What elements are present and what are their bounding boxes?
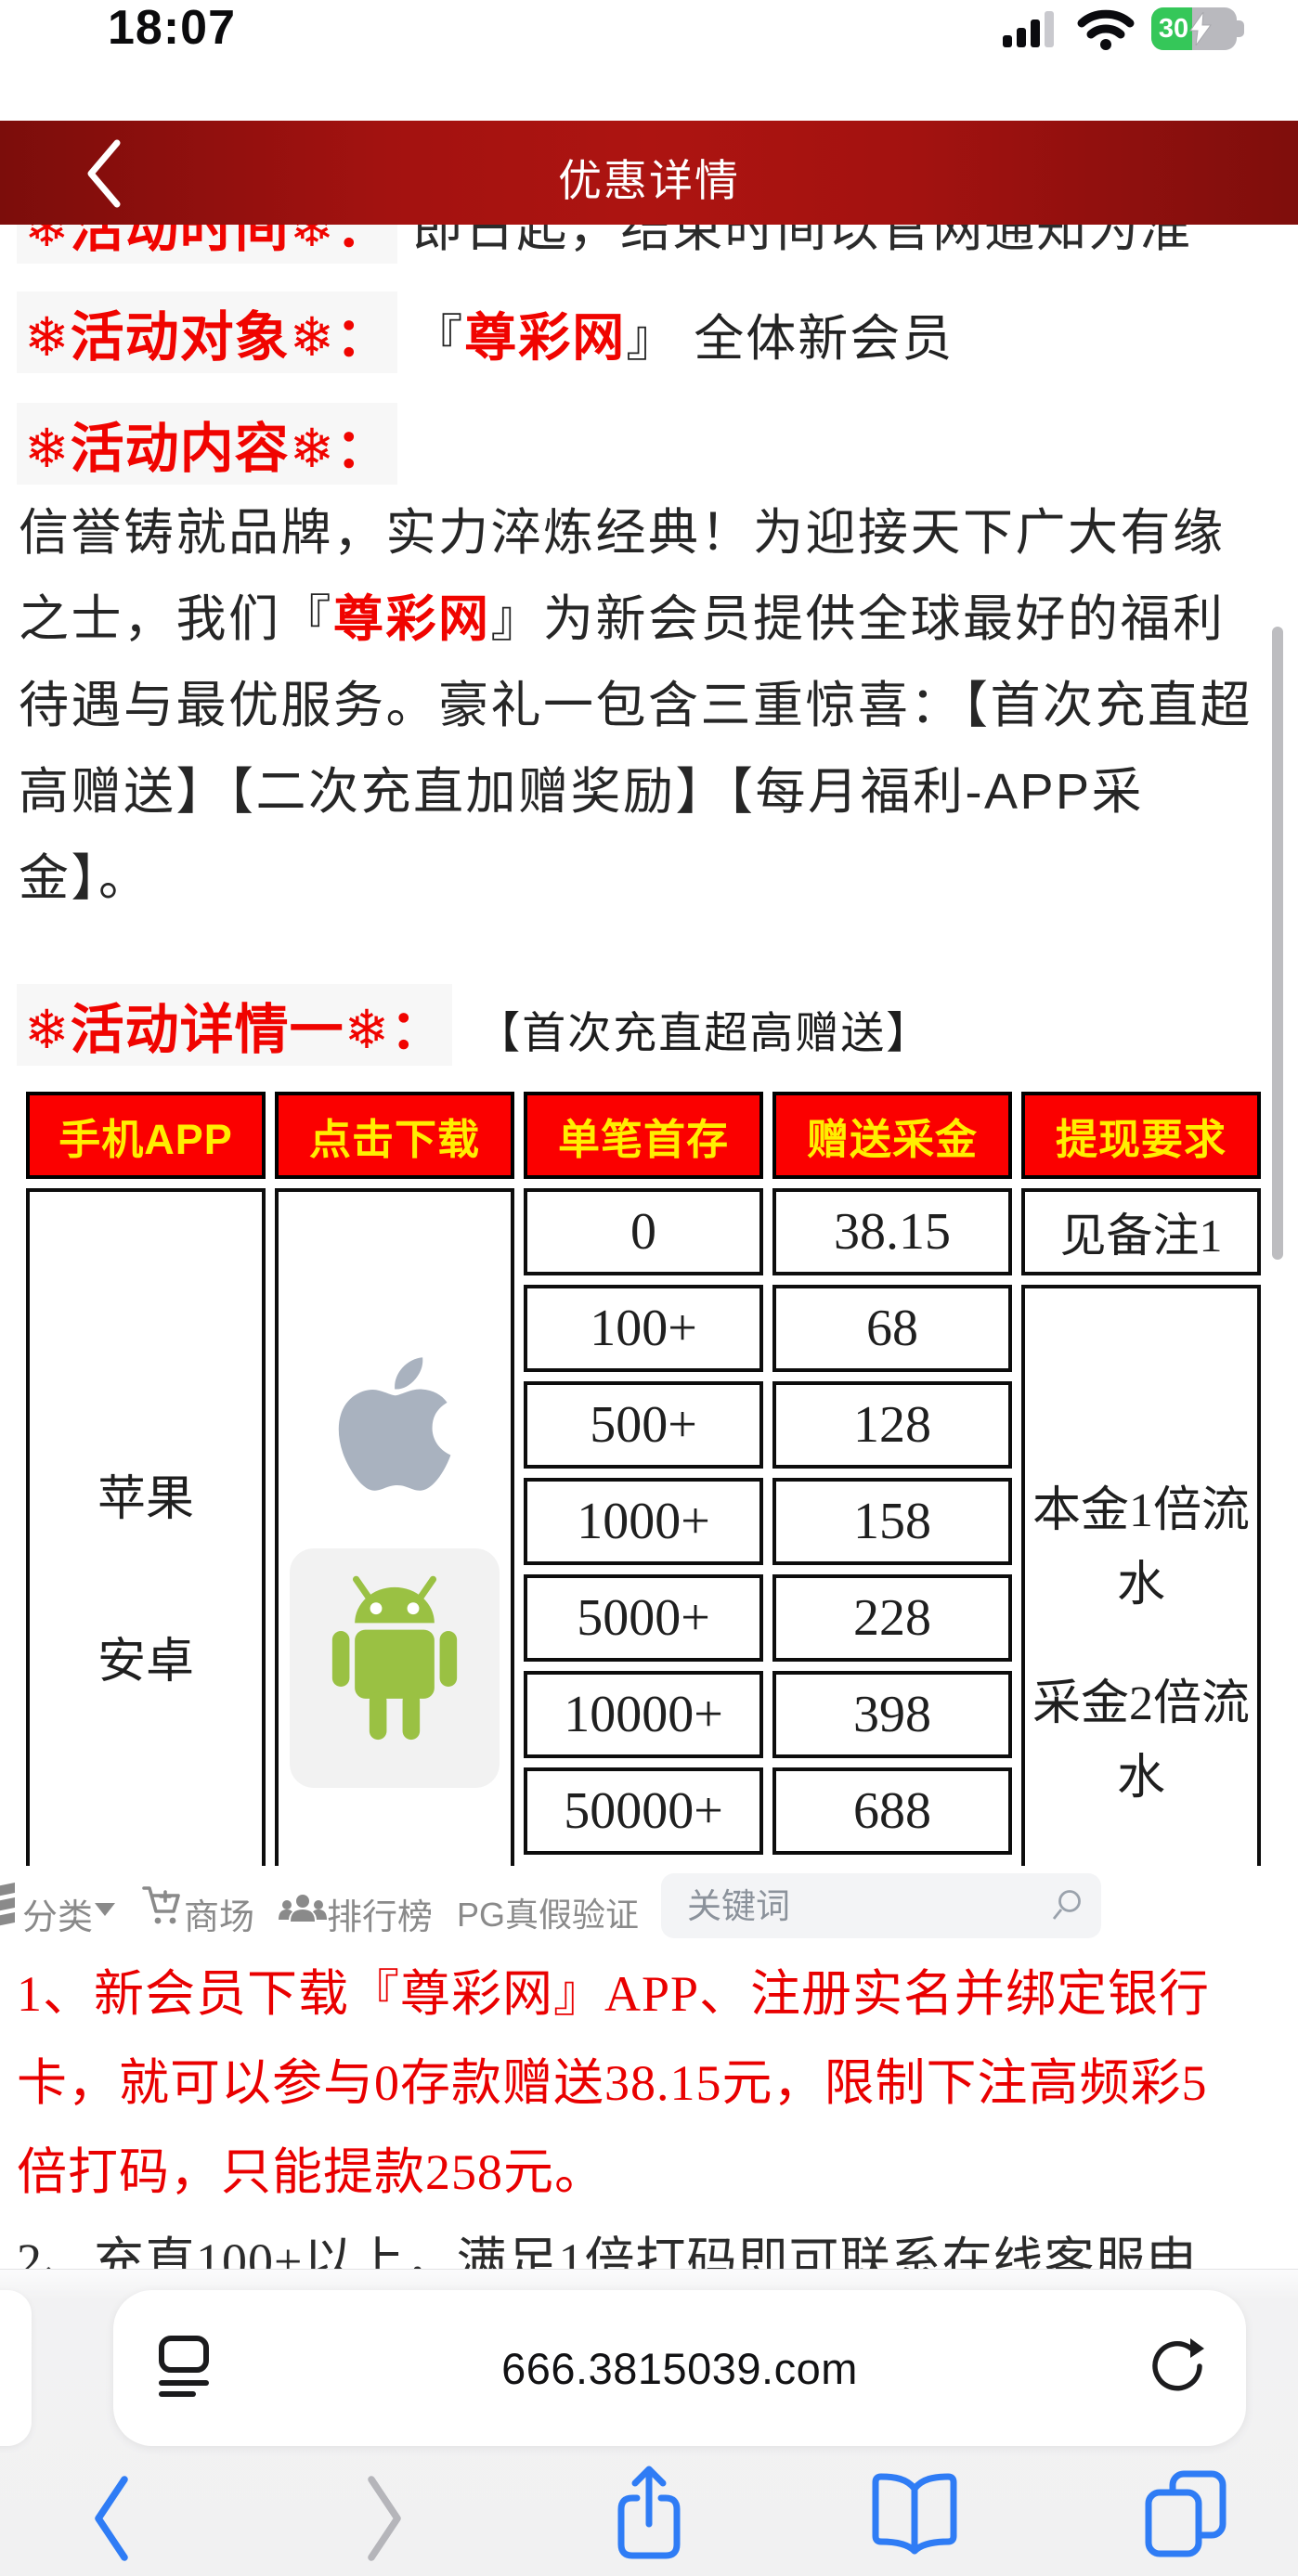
note-ref-cell: 见备注1 xyxy=(1021,1188,1261,1275)
download-cell xyxy=(275,1188,514,1866)
clock: 18:07 xyxy=(108,1,236,55)
bracket-open: 『 xyxy=(412,311,465,367)
deposit-value: 50000+ xyxy=(524,1767,763,1855)
deposit-value: 0 xyxy=(524,1188,763,1275)
activity-paragraph: 信誉铸就品牌，实力淬炼经典！为迎接天下广大有缘之士，我们『尊彩网』为新会员提供全… xyxy=(19,490,1253,922)
bonus-value: 228 xyxy=(772,1574,1012,1662)
target-text: 』 全体新会员 xyxy=(626,311,954,367)
activity-target-label: ❄活动对象❄： xyxy=(17,291,398,373)
req-bonus: 采金2倍流水 xyxy=(1032,1677,1250,1805)
url-text: 666.3815039.com xyxy=(501,2343,858,2393)
nav-ranking[interactable]: 排行榜 xyxy=(327,1898,434,1937)
share-icon[interactable] xyxy=(606,2461,692,2565)
col-header-bonus: 赠送采金 xyxy=(772,1092,1012,1179)
browser-chrome: 666.3815039.com xyxy=(0,2269,1298,2576)
browser-forward-button[interactable] xyxy=(360,2472,409,2565)
deposit-value: 5000+ xyxy=(524,1574,763,1662)
note-1: 1、新会员下载『尊彩网』APP、注册实名并绑定银行卡，就可以参与0存款赠送38.… xyxy=(17,1966,1211,2200)
reader-icon[interactable] xyxy=(158,2335,210,2400)
android-tile[interactable] xyxy=(290,1548,500,1788)
site-nav-bar: 分类 商场 排行榜 PG真假验证 xyxy=(0,1866,1298,1948)
nav-pg-verify[interactable]: PG真假验证 xyxy=(457,1896,640,1934)
reload-icon[interactable] xyxy=(1149,2337,1207,2398)
charging-bolt-icon xyxy=(1189,12,1212,45)
status-icons: 30 xyxy=(1003,7,1244,50)
platform-cell: 苹果 安卓 xyxy=(26,1188,266,1866)
paragraph-part1: 信誉铸就品牌，实力淬炼经典！为迎接天下广大有缘之士，我们『 xyxy=(19,505,1226,647)
brand-name: 尊彩网 xyxy=(464,308,627,367)
deposit-value: 1000+ xyxy=(524,1478,763,1565)
platform-android-label: 安卓 xyxy=(97,1636,194,1689)
battery-icon: 30 xyxy=(1151,7,1244,50)
deposit-value: 100+ xyxy=(524,1285,763,1372)
bonus-value: 38.15 xyxy=(772,1188,1012,1275)
col-header-download: 点击下载 xyxy=(275,1092,514,1179)
bonus-value: 128 xyxy=(772,1381,1012,1469)
adjacent-tab[interactable] xyxy=(0,2290,32,2446)
bonus-value: 398 xyxy=(772,1671,1012,1758)
page-scrollbar[interactable] xyxy=(1272,627,1283,1260)
nav-mall[interactable]: 商场 xyxy=(184,1898,255,1937)
bonus-value: 68 xyxy=(772,1285,1012,1372)
cart-icon xyxy=(142,1886,180,1924)
platform-ios-label: 苹果 xyxy=(97,1473,194,1526)
activity-detail-label: ❄活动详情一❄： xyxy=(17,984,453,1066)
promo-notes: 1、新会员下载『尊彩网』APP、注册实名并绑定银行卡，就可以参与0存款赠送38.… xyxy=(17,1949,1252,2306)
signal-icon xyxy=(1003,11,1054,47)
address-bar[interactable]: 666.3815039.com xyxy=(113,2290,1246,2446)
app-header: 优惠详情 xyxy=(0,121,1298,225)
battery-fill xyxy=(1151,7,1192,50)
bookmarks-icon[interactable] xyxy=(866,2470,963,2557)
search-input[interactable] xyxy=(685,1873,1023,1940)
col-header-app: 手机APP xyxy=(26,1092,266,1179)
android-icon xyxy=(331,1575,458,1741)
nav-category[interactable]: 分类 xyxy=(22,1898,94,1937)
brand-name: 尊彩网 xyxy=(333,591,491,647)
activity-content-line: ❄活动内容❄： xyxy=(17,403,398,485)
bonus-table: 手机APP 点击下载 单笔首存 赠送采金 提现要求 苹果 安卓 xyxy=(26,1092,1261,1866)
page-title: 优惠详情 xyxy=(558,156,740,205)
battery-percent: 30 xyxy=(1158,14,1189,44)
deposit-value: 10000+ xyxy=(524,1671,763,1758)
deposit-value: 500+ xyxy=(524,1381,763,1469)
bonus-value: 158 xyxy=(772,1478,1012,1565)
withdraw-req-cell: 本金1倍流水 采金2倍流水 xyxy=(1021,1285,1261,1866)
status-bar: 18:07 30 xyxy=(0,0,1298,121)
bonus-value: 688 xyxy=(772,1767,1012,1855)
col-header-deposit: 单笔首存 xyxy=(524,1092,763,1179)
chevron-down-icon xyxy=(95,1903,115,1916)
category-icon xyxy=(0,1883,15,1926)
apple-icon[interactable] xyxy=(336,1348,453,1500)
activity-content-label: ❄活动内容❄： xyxy=(17,403,398,485)
activity-detail-title: 【首次充直超高赠送】 xyxy=(476,1008,932,1057)
req-principal: 本金1倍流水 xyxy=(1032,1484,1250,1612)
activity-detail-line: ❄活动详情一❄： 【首次充直超高赠送】 xyxy=(17,984,931,1066)
search-box xyxy=(661,1873,1101,1940)
browser-back-button[interactable] xyxy=(87,2472,136,2565)
wifi-icon xyxy=(1077,9,1135,50)
back-button[interactable] xyxy=(82,137,124,210)
col-header-withdraw: 提现要求 xyxy=(1021,1092,1261,1179)
paragraph-part2: 』为新会员提供全球最好的福利待遇与最优服务。豪礼一包含三重惊喜：【首次充直超高赠… xyxy=(19,591,1253,906)
search-icon[interactable] xyxy=(1049,1888,1084,1923)
tabs-icon[interactable] xyxy=(1141,2468,1230,2559)
people-icon xyxy=(279,1895,327,1922)
activity-target-line: ❄活动对象❄： 『尊彩网』 全体新会员 xyxy=(17,291,954,373)
